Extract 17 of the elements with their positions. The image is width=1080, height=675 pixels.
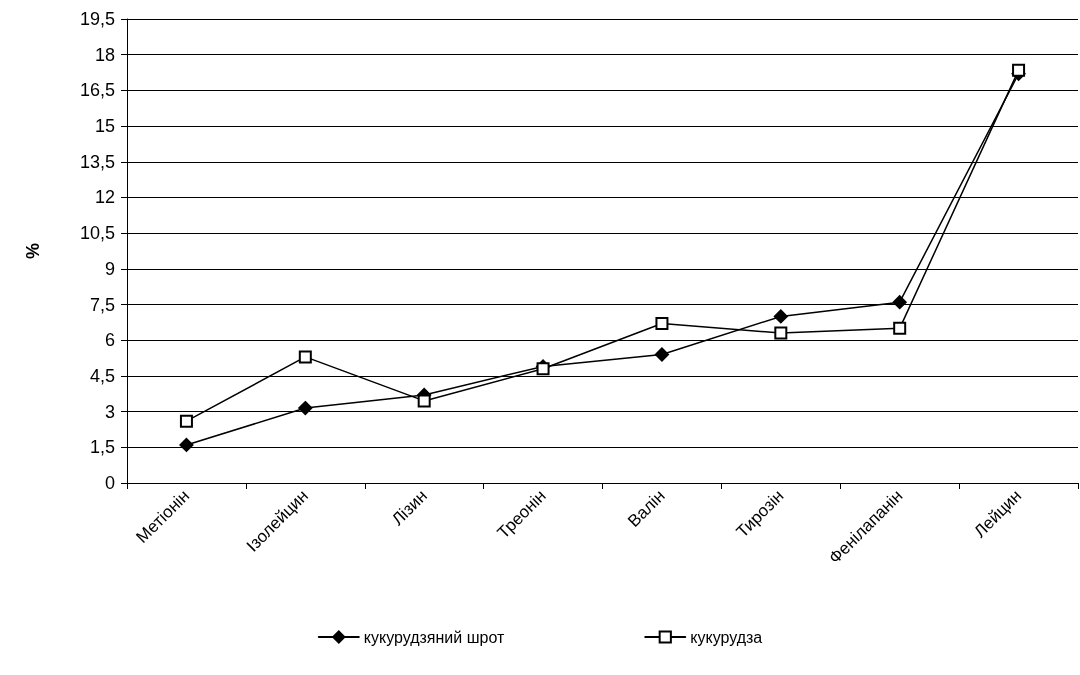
y-tick-label: 12: [94, 187, 115, 208]
y-tick-label: 3: [104, 401, 115, 422]
legend-label: кукурудзяний шрот: [363, 628, 505, 646]
y-tick-label: 19,5: [79, 9, 115, 29]
y-tick-label: 9: [104, 258, 115, 279]
y-tick-label: 7,5: [89, 294, 115, 315]
y-tick-label: 4,5: [89, 365, 115, 386]
y-tick-label: 10,5: [79, 223, 115, 244]
y-tick-label: 6: [104, 330, 115, 351]
y-tick-label: 16,5: [79, 80, 115, 101]
y-tick-label: 13,5: [79, 151, 115, 172]
y-tick-label: 1,5: [89, 437, 115, 458]
y-tick-label: 15: [94, 116, 115, 137]
y-tick-label: 18: [94, 44, 115, 65]
y-tick-label: 0: [104, 473, 115, 493]
legend-label: кукурудза: [690, 628, 763, 646]
y-axis-title: %: [23, 242, 43, 260]
